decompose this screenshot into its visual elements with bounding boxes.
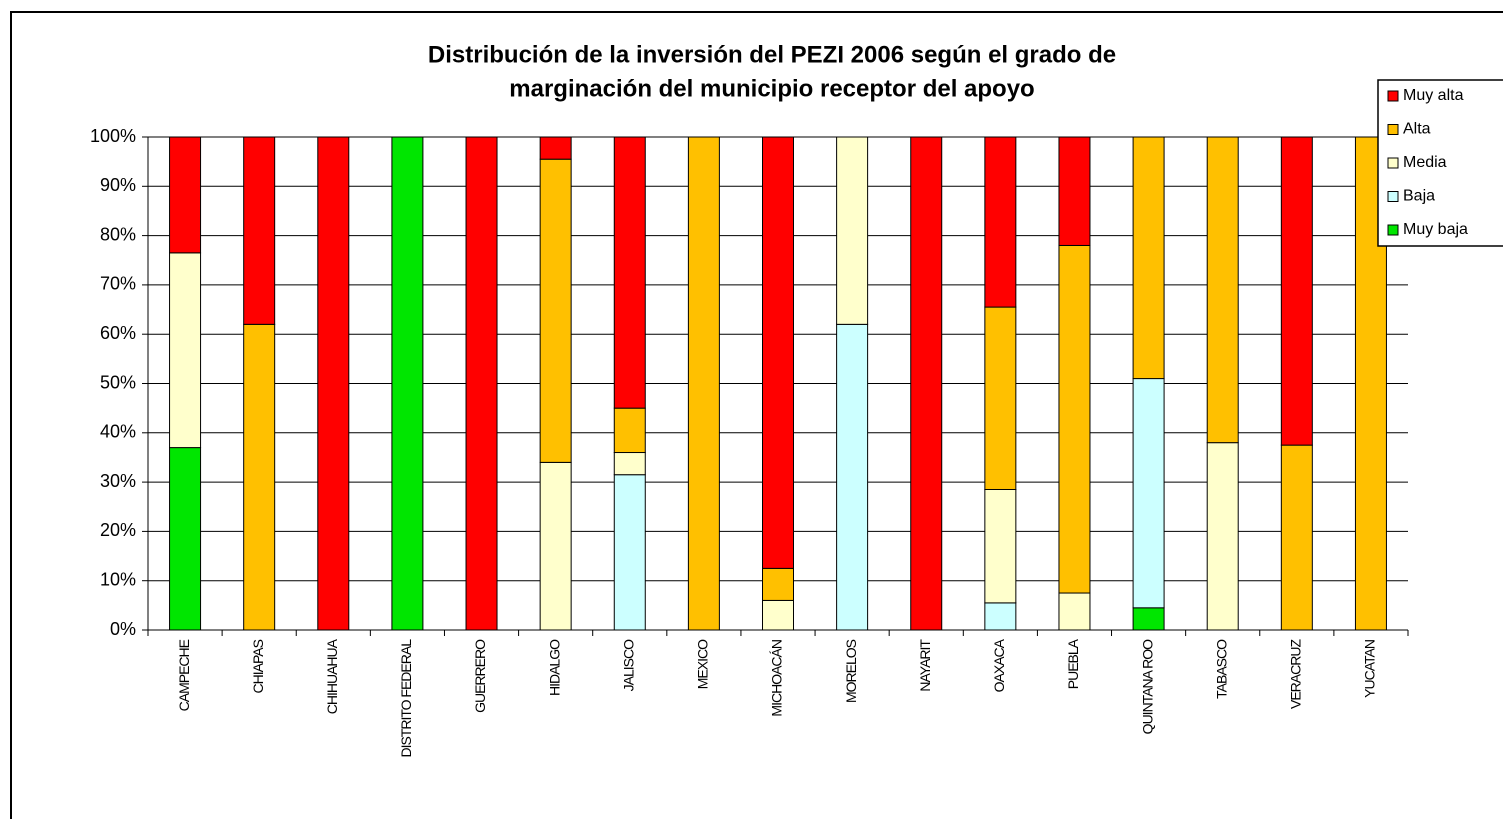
bar-segment bbox=[1206, 136, 1239, 444]
bar-segment bbox=[1132, 378, 1165, 609]
bar-segment bbox=[910, 136, 943, 631]
legend-swatch bbox=[1387, 157, 1399, 169]
x-tick-label: CHIHUAHUA bbox=[324, 638, 340, 714]
bar-segment bbox=[169, 447, 202, 631]
x-tick-label: OAXACA bbox=[991, 638, 1007, 692]
plot-area: 0% 10% 20% 30% 40% 50% 60% 70% 80% 90% 100% CAMPECH… bbox=[90, 126, 1409, 758]
x-tick-label: VERACRUZ bbox=[1288, 639, 1304, 709]
bar-segment bbox=[243, 323, 276, 631]
y-tick-label: 20% bbox=[100, 520, 136, 540]
x-tick-label: MEXICO bbox=[695, 639, 711, 689]
bar-segment bbox=[465, 136, 498, 631]
chart-frame bbox=[10, 11, 1503, 819]
bar-segment bbox=[169, 136, 202, 254]
y-tick-label: 40% bbox=[100, 422, 136, 442]
bar-segment bbox=[391, 136, 424, 631]
chart-title-line: marginación del municipio receptor del a… bbox=[509, 75, 1034, 102]
bar-segment bbox=[984, 602, 1017, 631]
legend: Muy alta Alta Media Baja Muy baja bbox=[1377, 79, 1503, 247]
y-tick-label: 50% bbox=[100, 372, 136, 392]
bar-segment bbox=[1058, 136, 1091, 246]
bar-segment bbox=[613, 452, 646, 476]
y-tick-label: 0% bbox=[110, 619, 136, 639]
x-tick-label: TABASCO bbox=[1213, 639, 1229, 699]
bar-segment bbox=[1206, 442, 1239, 631]
y-tick-label: 70% bbox=[100, 274, 136, 294]
bar-segment bbox=[169, 252, 202, 449]
y-tick-label: 80% bbox=[100, 224, 136, 244]
bar-segment bbox=[984, 488, 1017, 604]
y-tick-label: 100% bbox=[90, 126, 136, 146]
x-tick-label: MICHOACÁN bbox=[769, 640, 785, 717]
legend-swatch bbox=[1387, 224, 1399, 236]
bar-segment bbox=[539, 158, 572, 463]
bar-segment bbox=[984, 306, 1017, 490]
bar-segment bbox=[613, 407, 646, 454]
bar-segment bbox=[836, 323, 869, 631]
bar-segment bbox=[687, 136, 720, 631]
bar-segment bbox=[539, 461, 572, 631]
bar-segment bbox=[613, 474, 646, 631]
bar-segment bbox=[836, 136, 869, 325]
x-tick-label: MORELOS bbox=[843, 639, 859, 703]
x-tick-label: DISTRITO FEDERAL bbox=[398, 639, 414, 758]
legend-label: Media bbox=[1403, 154, 1447, 171]
chart-title-line: Distribución de la inversión del PEZI 20… bbox=[428, 41, 1116, 68]
legend-swatch bbox=[1387, 90, 1399, 102]
bar-segment bbox=[1132, 136, 1165, 380]
legend-label: Muy alta bbox=[1403, 87, 1464, 104]
x-tick-label: PUEBLA bbox=[1065, 638, 1081, 689]
x-tick-label: NAYARIT bbox=[917, 639, 933, 692]
legend-label: Baja bbox=[1403, 188, 1435, 205]
bar-segment bbox=[539, 136, 572, 160]
bar-segment bbox=[1058, 592, 1091, 631]
x-tick-label: GUERRERO bbox=[472, 639, 488, 713]
legend-box bbox=[1377, 79, 1503, 247]
bar-segment bbox=[243, 136, 276, 325]
bar-segment bbox=[1280, 444, 1313, 631]
legend-label: Muy baja bbox=[1403, 221, 1468, 238]
bar-segment bbox=[762, 136, 794, 569]
bar-segment bbox=[762, 599, 794, 631]
legend-swatch bbox=[1387, 124, 1399, 135]
y-tick-label: 10% bbox=[100, 569, 136, 589]
bar-segment bbox=[1058, 244, 1091, 594]
x-tick-label: HIDALGO bbox=[546, 639, 562, 696]
chart-title: Distribución de la inversión del PEZI 20… bbox=[428, 41, 1116, 102]
bar-segment bbox=[1280, 136, 1313, 446]
x-tick-label: JALISCO bbox=[620, 639, 636, 691]
bar-segment bbox=[613, 136, 646, 409]
bar-segment bbox=[762, 567, 794, 601]
y-tick-label: 60% bbox=[100, 323, 136, 343]
legend-label: Alta bbox=[1403, 121, 1431, 138]
x-tick-label: YUCATAN bbox=[1362, 640, 1378, 698]
y-tick-label: 90% bbox=[100, 175, 136, 195]
x-tick-label: CAMPECHE bbox=[176, 639, 192, 711]
x-tick-label: CHIAPAS bbox=[250, 639, 266, 693]
legend-swatch bbox=[1387, 191, 1399, 202]
x-tick-label: QUINTANA ROO bbox=[1139, 639, 1155, 734]
bar-segment bbox=[984, 136, 1017, 308]
bar-segment bbox=[317, 136, 350, 631]
bar-segment bbox=[1132, 607, 1165, 631]
y-tick-label: 30% bbox=[100, 471, 136, 491]
